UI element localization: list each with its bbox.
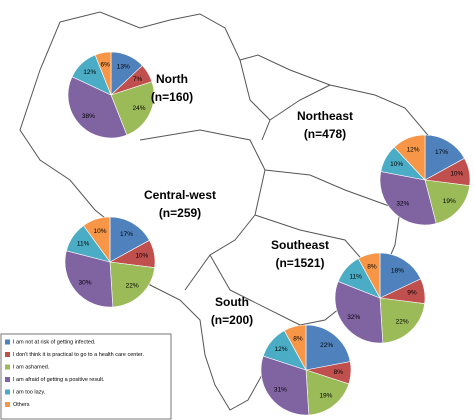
region-name: North bbox=[156, 72, 188, 86]
slice-label: 6% bbox=[100, 61, 110, 68]
slice-label: 22% bbox=[126, 282, 139, 289]
legend-swatch bbox=[5, 402, 10, 407]
slice-label: 24% bbox=[133, 105, 146, 112]
slice-label: 17% bbox=[120, 231, 133, 238]
legend-swatch bbox=[5, 389, 10, 395]
pie-slice bbox=[94, 51, 112, 96]
slice-label: 32% bbox=[396, 200, 409, 207]
slice-label: 10% bbox=[450, 171, 463, 178]
slice-label: 10% bbox=[135, 253, 148, 260]
pie-slice bbox=[379, 252, 422, 299]
pie-slice bbox=[379, 171, 437, 226]
slice-label: 13% bbox=[117, 63, 130, 70]
slice-label: 38% bbox=[82, 113, 95, 120]
slice-label: 11% bbox=[77, 241, 90, 248]
slice-label: 22% bbox=[396, 318, 409, 325]
legend-swatch bbox=[5, 377, 10, 382]
slice-label: 11% bbox=[349, 273, 362, 280]
legend-label: I am not at risk of getting infected. bbox=[13, 339, 96, 345]
slice-label: 19% bbox=[319, 392, 332, 399]
slice-label: 18% bbox=[391, 267, 404, 274]
slice-label: 17% bbox=[435, 149, 448, 156]
legend-label: I don't think it is practical to go to a… bbox=[13, 352, 144, 358]
slice-label: 7% bbox=[133, 76, 143, 83]
pie-slice bbox=[305, 369, 350, 416]
pie-slice bbox=[67, 76, 128, 139]
slice-label: 8% bbox=[334, 369, 344, 376]
slice-label: 8% bbox=[293, 335, 303, 342]
legend-label: I am ashamed. bbox=[13, 364, 50, 370]
legend-box bbox=[0, 333, 172, 420]
slice-label: 10% bbox=[390, 161, 403, 168]
legend: I am not at risk of getting infected. I d… bbox=[0, 333, 172, 420]
region-count: (n=259) bbox=[159, 206, 201, 220]
region-name: Southeast bbox=[271, 238, 329, 252]
region-name: Northeast bbox=[297, 109, 353, 123]
pie-slice bbox=[283, 324, 307, 371]
pie-slice bbox=[109, 261, 155, 308]
pie-slice bbox=[393, 134, 426, 181]
slice-label: 8% bbox=[367, 263, 377, 270]
slice-label: 32% bbox=[347, 314, 360, 321]
legend-swatch bbox=[5, 364, 10, 370]
legend-label: Others bbox=[13, 402, 30, 408]
region-count: (n=160) bbox=[151, 90, 193, 104]
slice-label: 10% bbox=[93, 228, 106, 235]
slice-label: 22% bbox=[320, 342, 333, 349]
slice-label: 19% bbox=[443, 198, 456, 205]
legend-swatch bbox=[5, 339, 10, 345]
slice-label: 9% bbox=[407, 290, 417, 297]
slice-label: 31% bbox=[274, 387, 287, 394]
legend-swatch bbox=[5, 352, 10, 357]
slice-label: 12% bbox=[407, 147, 420, 154]
pie-slice bbox=[260, 355, 310, 416]
pie-slice bbox=[64, 250, 114, 308]
pie-slice bbox=[379, 297, 425, 344]
region-count: (n=1521) bbox=[275, 256, 324, 270]
pie-slice bbox=[357, 252, 381, 299]
region-name: South bbox=[215, 295, 249, 309]
slice-label: 12% bbox=[275, 346, 288, 353]
pie-slice bbox=[424, 134, 465, 181]
pie-slice bbox=[83, 216, 111, 263]
region-count: (n=478) bbox=[304, 127, 346, 141]
pie-slice bbox=[109, 216, 150, 263]
slice-label: 30% bbox=[79, 279, 92, 286]
slice-label: 12% bbox=[83, 69, 96, 76]
legend-label: I am afraid of getting a positive result… bbox=[13, 377, 105, 383]
pie-slice bbox=[424, 179, 470, 224]
pie-slice bbox=[305, 324, 351, 371]
region-name: Central-west bbox=[144, 188, 216, 202]
region-count: (n=200) bbox=[211, 313, 253, 327]
legend-label: I am too lazy. bbox=[13, 389, 46, 395]
pie-slice bbox=[334, 281, 384, 344]
